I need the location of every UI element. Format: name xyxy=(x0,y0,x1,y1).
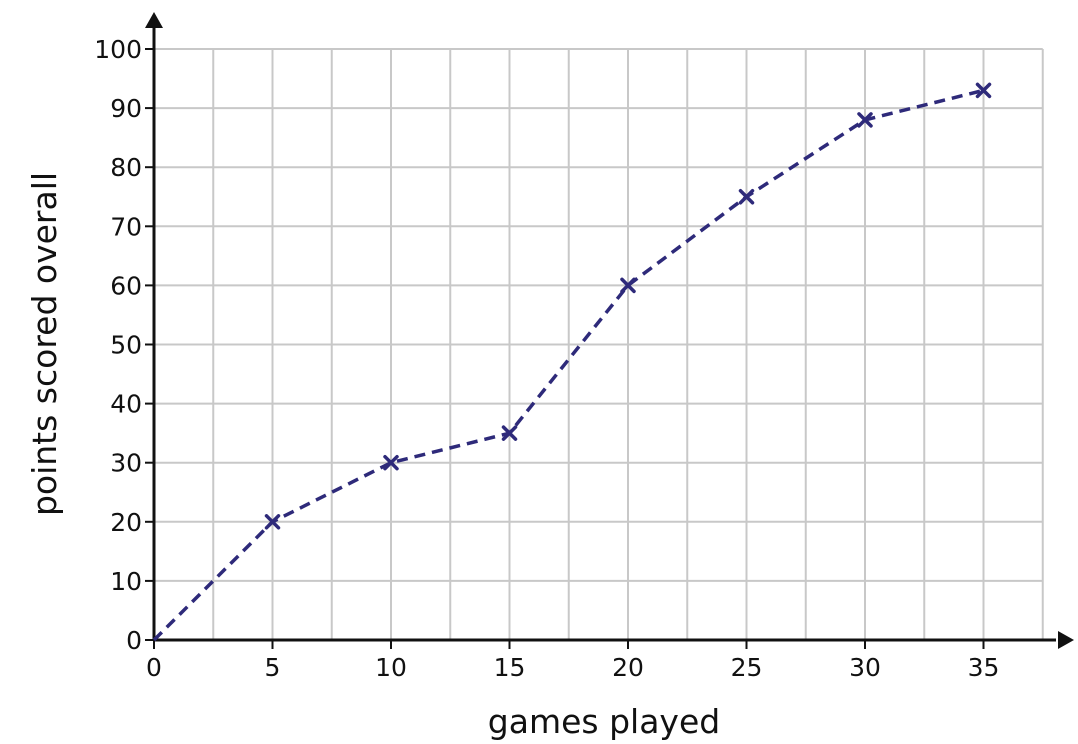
marker-stroke xyxy=(975,82,992,99)
y-tick-label: 0 xyxy=(126,626,142,655)
y-tick-label: 50 xyxy=(110,331,142,360)
y-tick-label: 40 xyxy=(110,390,142,419)
y-tick-label: 90 xyxy=(110,94,142,123)
x-axis-arrow-icon xyxy=(1058,631,1074,649)
data-point-marker xyxy=(738,189,755,205)
x-tick-label: 0 xyxy=(146,653,162,682)
y-tick-label: 30 xyxy=(110,449,142,478)
marker-stroke xyxy=(383,454,399,471)
x-tick-label: 10 xyxy=(375,653,407,682)
y-tick-label: 80 xyxy=(110,153,142,182)
marker-stroke xyxy=(620,277,636,294)
x-tick-label: 25 xyxy=(731,653,763,682)
axes xyxy=(145,12,1074,649)
grid xyxy=(154,48,1044,640)
y-tick-label: 20 xyxy=(110,508,142,537)
x-tick-label: 20 xyxy=(612,653,644,682)
y-tick-label: 60 xyxy=(110,271,142,300)
x-tick-label: 35 xyxy=(968,653,1000,682)
y-axis-arrow-icon xyxy=(145,12,163,28)
y-axis-title: points scored overall xyxy=(25,172,64,516)
tick-labels: 0 10 20 30 40 50 60 70 80 90 100 0 5 10 15 20 25 30 35 xyxy=(94,35,999,682)
data-point-marker xyxy=(620,277,636,294)
marker-stroke xyxy=(501,425,518,441)
y-tick-label: 70 xyxy=(110,212,142,241)
marker-stroke xyxy=(857,112,873,128)
x-axis-title: games played xyxy=(488,702,720,741)
marker-stroke xyxy=(264,514,281,530)
series-line xyxy=(152,88,984,642)
x-tick-label: 15 xyxy=(494,653,526,682)
data-point-marker xyxy=(501,425,518,441)
series xyxy=(152,82,992,642)
y-tick-label: 10 xyxy=(110,567,142,596)
data-point-marker xyxy=(857,112,873,128)
x-tick-label: 5 xyxy=(265,653,281,682)
data-point-marker xyxy=(383,454,399,471)
marker-stroke xyxy=(738,189,755,205)
data-point-marker xyxy=(975,82,992,99)
y-tick-label: 100 xyxy=(94,35,142,64)
data-point-marker xyxy=(264,514,281,530)
x-tick-label: 30 xyxy=(849,653,881,682)
